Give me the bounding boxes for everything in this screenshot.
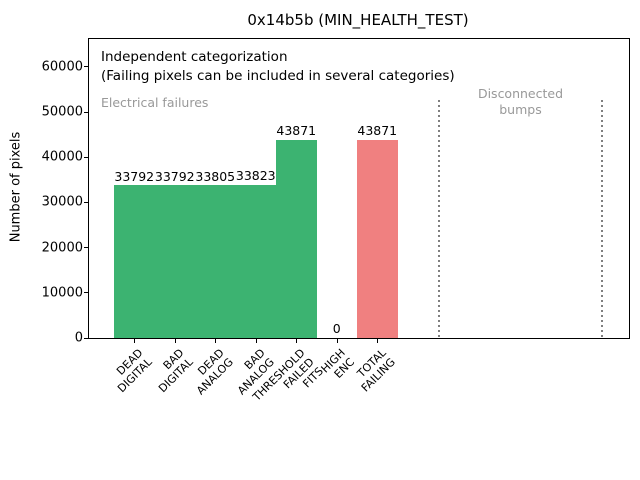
disconnected-region-left-separator: [438, 100, 440, 338]
chart-title: 0x14b5b (MIN_HEALTH_TEST): [247, 11, 469, 29]
y-axis-label: Number of pixels: [8, 131, 24, 243]
y-tick-mark: [84, 201, 88, 203]
bar: [276, 139, 317, 338]
x-tick-label: DEAD ANALOG: [186, 346, 237, 398]
electrical-failures-label: Electrical failures: [101, 95, 209, 110]
y-tick-label: 40000: [41, 149, 83, 165]
x-tick-mark: [255, 339, 257, 343]
bar: [195, 185, 236, 338]
bar-value-label: 43871: [357, 123, 398, 139]
bar: [154, 185, 195, 338]
x-tick-mark: [134, 339, 136, 343]
disconnected-region-right-separator: [601, 100, 603, 338]
bar-value-label: 43871: [276, 123, 317, 139]
y-tick-mark: [84, 111, 88, 113]
bar: [114, 185, 155, 338]
x-tick-mark: [377, 339, 379, 343]
y-tick-label: 20000: [41, 240, 83, 256]
bar-value-label: 33792: [114, 168, 155, 184]
x-tick-label: BAD DIGITAL: [147, 346, 196, 396]
plot-area: 33792 33792 33805 33823 43871 0 43871 0 10000 20…: [42, 38, 630, 404]
y-tick-mark: [84, 156, 88, 158]
y-tick-mark: [84, 247, 88, 249]
y-tick-label: 30000: [41, 194, 83, 210]
x-tick-mark: [215, 339, 217, 343]
bar: [357, 139, 398, 338]
note-line-1: Independent categorization: [101, 49, 288, 65]
x-tick-label: TOTAL FAILING: [350, 346, 398, 395]
x-tick-mark: [174, 339, 176, 343]
y-tick-mark: [84, 337, 88, 339]
y-tick-label: 0: [74, 330, 83, 346]
disconnected-bumps-line-1: Disconnected: [477, 86, 564, 101]
disconnected-bumps-label: Disconnected bumps: [439, 86, 602, 117]
bar-value-label: 33792: [154, 168, 195, 184]
bar-value-label: 0: [332, 321, 341, 337]
disconnected-bumps-line-2: bumps: [499, 101, 542, 117]
independent-categorization-note: Independent categorization (Failing pixe…: [101, 48, 455, 86]
y-tick-mark: [84, 66, 88, 68]
x-tick-label: DEAD DIGITAL: [107, 346, 156, 396]
x-tick-mark: [296, 339, 298, 343]
y-tick-label: 10000: [41, 285, 83, 301]
bar-value-label: 33823: [235, 168, 276, 184]
y-tick-label: 50000: [41, 104, 83, 120]
note-line-2: (Failing pixels can be included in sever…: [101, 68, 455, 85]
bar: [235, 185, 276, 338]
y-tick-label: 60000: [41, 59, 83, 75]
bar-value-label: 33805: [195, 168, 236, 184]
y-tick-mark: [84, 292, 88, 294]
x-tick-mark: [336, 339, 338, 343]
